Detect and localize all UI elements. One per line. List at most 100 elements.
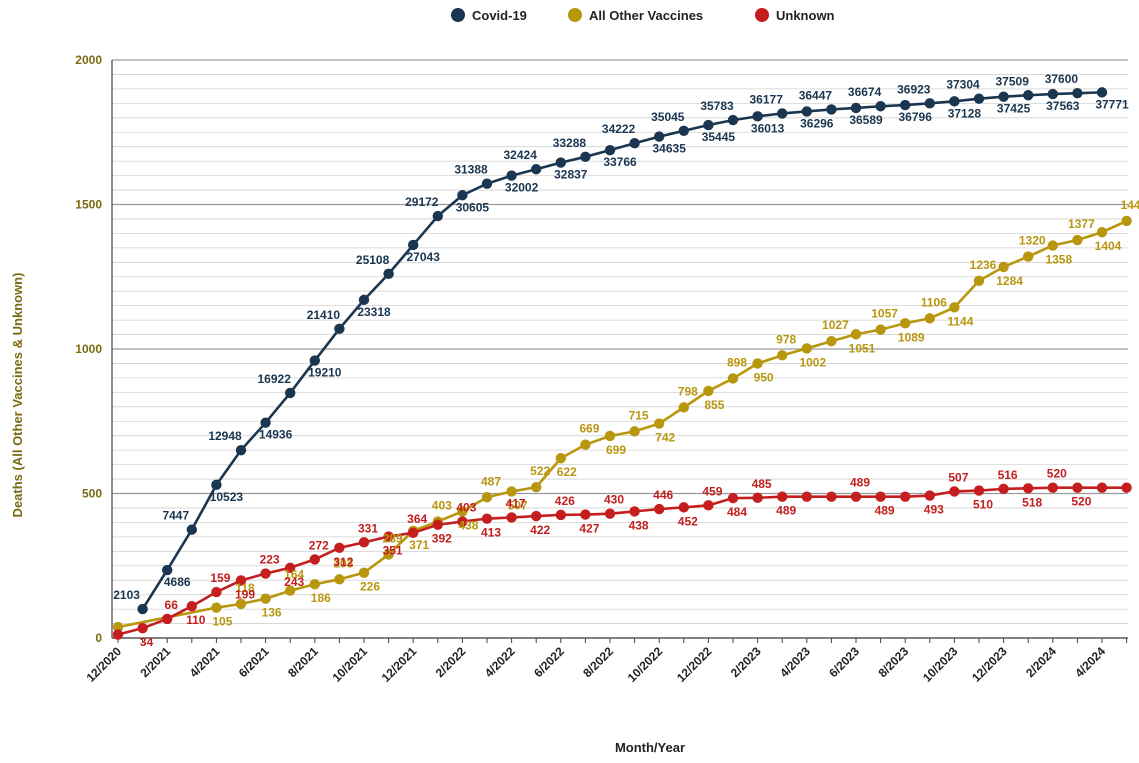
data-label: 438	[629, 518, 649, 532]
data-point	[555, 453, 566, 464]
x-tick-label: 2/2023	[728, 644, 764, 680]
data-point	[186, 524, 197, 535]
x-tick-label: 4/2021	[187, 644, 223, 680]
data-point	[801, 106, 812, 117]
data-point	[432, 210, 443, 222]
data-label: 1284	[996, 274, 1023, 288]
y-tick-label: 2000	[75, 53, 102, 67]
x-tick-label: 2/2022	[433, 644, 469, 680]
data-point	[850, 329, 862, 340]
data-point	[1072, 234, 1083, 246]
y-tick-label: 1500	[75, 198, 102, 212]
data-point	[752, 111, 763, 122]
data-label: 2103	[113, 588, 140, 602]
data-point	[112, 621, 124, 633]
data-label: 272	[309, 538, 329, 552]
data-label: 34635	[653, 142, 687, 156]
data-point	[211, 602, 222, 613]
data-label: 31388	[454, 163, 488, 177]
data-point	[1096, 227, 1108, 238]
legend-entry: All Other Vaccines	[589, 8, 703, 23]
data-label: 507	[508, 498, 528, 512]
data-point	[506, 170, 517, 181]
data-point	[457, 506, 468, 517]
data-label: 978	[776, 332, 796, 346]
legend-swatch	[451, 8, 465, 22]
data-label: 331	[358, 521, 378, 535]
data-point	[727, 492, 739, 504]
y-tick-label: 500	[82, 487, 102, 501]
data-label: 37128	[948, 106, 982, 120]
x-tick-label: 2/2024	[1023, 644, 1059, 680]
data-label: 417	[506, 496, 526, 510]
data-label: 36589	[849, 113, 883, 127]
data-point	[235, 598, 247, 610]
legend: Covid-19 All Other Vaccines Unknown	[451, 8, 835, 23]
x-tick-label: 2/2021	[137, 644, 173, 680]
data-label: 489	[875, 504, 895, 518]
data-label: 223	[260, 553, 280, 567]
data-label: 186	[311, 591, 331, 605]
data-point	[924, 98, 935, 109]
data-point	[1022, 90, 1034, 101]
data-label: 742	[655, 431, 675, 445]
data-label: 35045	[651, 110, 685, 124]
data-label: 32424	[504, 148, 538, 162]
data-point	[875, 491, 886, 502]
data-label: 371	[409, 538, 429, 552]
data-label: 459	[702, 484, 722, 498]
data-point	[555, 509, 566, 521]
data-label: 510	[973, 498, 993, 512]
data-label: 1051	[849, 341, 876, 355]
data-label: 226	[360, 580, 380, 594]
data-label: 403	[432, 499, 452, 513]
data-point	[137, 603, 148, 615]
data-point	[162, 564, 173, 576]
data-point	[826, 104, 837, 115]
data-label: 4686	[164, 575, 191, 589]
data-point	[1096, 87, 1108, 98]
data-label: 32002	[505, 181, 539, 195]
data-point	[235, 575, 247, 586]
data-label: 489	[850, 476, 870, 490]
data-point	[604, 508, 616, 519]
data-label: 1002	[799, 355, 826, 369]
data-label: 484	[727, 505, 747, 519]
data-label: 37771	[1095, 97, 1129, 111]
data-label: 516	[998, 468, 1018, 482]
data-point	[1047, 88, 1059, 100]
data-label: 36923	[897, 82, 931, 96]
data-point	[678, 502, 689, 513]
data-label: 118	[235, 581, 255, 595]
data-point	[678, 402, 689, 413]
series-layer	[112, 87, 1132, 640]
x-tick-label: 4/2023	[777, 644, 813, 680]
data-point	[1121, 215, 1132, 227]
x-tick-label: 10/2021	[330, 644, 371, 685]
data-label: 159	[210, 571, 230, 585]
legend-swatch	[568, 8, 582, 22]
data-label: 518	[1022, 495, 1042, 509]
data-point	[727, 373, 739, 384]
data-label: 1404	[1095, 239, 1122, 253]
data-label: 25108	[356, 253, 390, 267]
data-label: 1358	[1045, 253, 1072, 267]
data-point	[703, 385, 714, 397]
data-label: 37509	[996, 74, 1030, 88]
data-point	[211, 479, 222, 491]
x-tick-label: 4/2022	[482, 644, 518, 680]
data-label: 364	[407, 512, 427, 526]
x-tick-label: 4/2024	[1072, 644, 1108, 680]
data-point	[580, 439, 591, 450]
data-point	[358, 567, 370, 578]
data-point	[580, 509, 591, 520]
data-label: 485	[752, 477, 772, 491]
data-label: 37304	[946, 78, 980, 92]
data-point	[334, 574, 345, 585]
data-label: 203	[333, 556, 353, 570]
data-label: 37563	[1046, 99, 1080, 113]
data-label: 33288	[553, 136, 587, 150]
data-label: 33766	[603, 155, 637, 169]
data-label: 1236	[970, 258, 997, 272]
